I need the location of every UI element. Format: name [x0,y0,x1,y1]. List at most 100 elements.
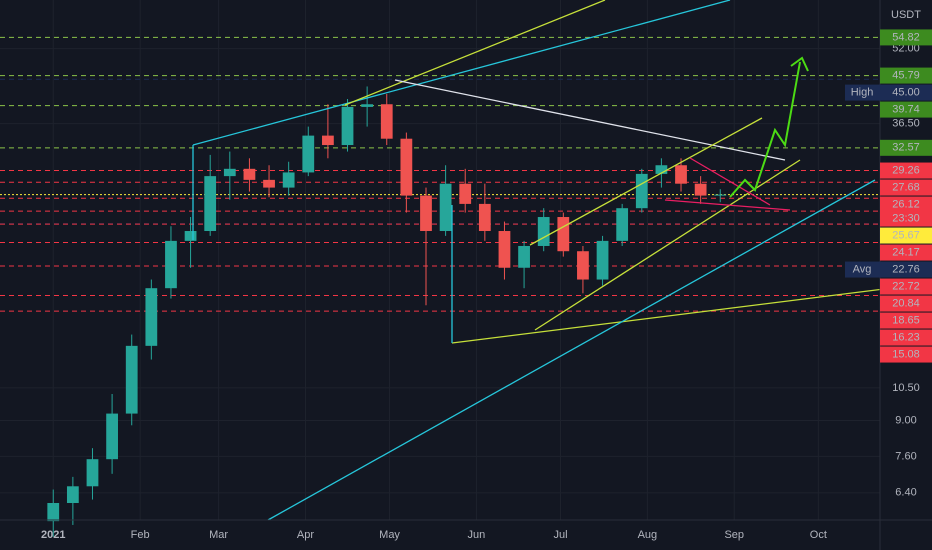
candle-body [184,231,197,241]
x-tick-label: Sep [724,529,744,541]
candle-body [459,183,472,204]
price-label-box [880,139,932,156]
candle-body [66,486,79,503]
drawings [192,0,932,521]
candles [47,86,727,537]
candle-body [635,173,648,209]
price-label-box [880,179,932,196]
candle-body [223,168,236,177]
price-lines [0,36,880,312]
candle-body [322,135,334,146]
price-label-box [880,29,932,46]
x-tick-label: Mar [209,529,228,541]
x-tick-label: Feb [131,529,150,541]
price-label: 22.72 [892,280,920,292]
candle-body [439,183,452,232]
candle-body [557,217,570,252]
price-label: 22.76 [892,263,920,275]
candle-body [478,203,491,232]
trend-line [344,0,606,106]
candle-body [145,288,158,346]
price-label: 18.65 [892,314,920,326]
price-label: 32.57 [892,142,920,154]
candle-body [400,138,413,196]
x-tick-label: Aug [638,529,658,541]
candle-body [243,168,256,180]
x-tick-label: Jul [553,529,567,541]
y-tick-label: 9.00 [895,414,916,426]
x-tick-label: Oct [810,529,827,541]
price-label-box [880,84,932,101]
x-tick-label: Apr [297,529,314,541]
price-label: 24.17 [892,246,920,258]
y-tick-label: 36.50 [892,118,920,130]
price-label-name: High [851,86,874,98]
trend-line [394,79,786,161]
price-label-box [880,67,932,84]
candle-body [106,413,118,460]
candle-body [204,176,217,232]
price-label-box [880,312,932,329]
price-label: 39.74 [892,103,920,115]
trend-line [451,282,932,344]
candle-body [518,245,530,268]
price-label-name-box [845,261,880,278]
price-label-box [880,346,932,363]
trend-line [267,179,876,521]
candle-body [361,104,374,107]
candle-body [577,251,589,280]
triangle-line [664,199,791,211]
x-tick-label: 2021 [41,529,65,541]
grid [0,0,880,520]
price-label-box [880,278,932,295]
price-label: 45.79 [892,69,920,81]
price-label-name-box [845,84,880,101]
price-label: 15.08 [892,348,920,360]
arrow-head [790,56,809,72]
price-label: 45.00 [892,86,920,98]
projection-arrow [729,61,801,198]
candle-body [616,208,629,241]
candle-body [714,194,727,196]
price-label: 26.12 [892,198,920,210]
triangle-line [689,157,771,206]
currency-label: USDT [891,9,921,21]
candle-body [655,165,668,174]
y-tick-label: 52.00 [892,43,920,55]
price-label-box [880,227,932,244]
price-label-box [880,244,932,261]
candle-body [165,240,177,289]
trend-line [192,0,731,146]
price-label-box [880,295,932,312]
candle-body [596,240,609,280]
price-label: 20.84 [892,297,920,309]
candle-body [302,135,315,173]
candle-body [675,165,687,184]
price-label-box [880,261,932,278]
price-label-box [880,101,932,118]
price-label-box [880,162,932,179]
x-tick-label: May [379,529,400,541]
candle-body [420,195,432,232]
candle-body [282,172,295,188]
candle-body [498,231,511,268]
x-tick-label: Jun [468,529,486,541]
price-label: 29.26 [892,164,920,176]
y-tick-label: 6.40 [895,487,916,499]
candle-body [694,183,707,196]
candle-body [341,106,354,146]
candle-body [125,345,138,414]
y-tick-label: 7.60 [895,450,916,462]
candle-body [86,459,99,487]
price-label: 54.82 [892,31,920,43]
price-label-box [880,329,932,346]
price-label: 25.67 [892,229,920,241]
price-label: 16.23 [892,331,920,343]
price-label-box [880,196,932,227]
price-label-name: Avg [853,263,872,275]
countdown-label: 23:30 [892,212,920,224]
candle-body [263,179,275,188]
